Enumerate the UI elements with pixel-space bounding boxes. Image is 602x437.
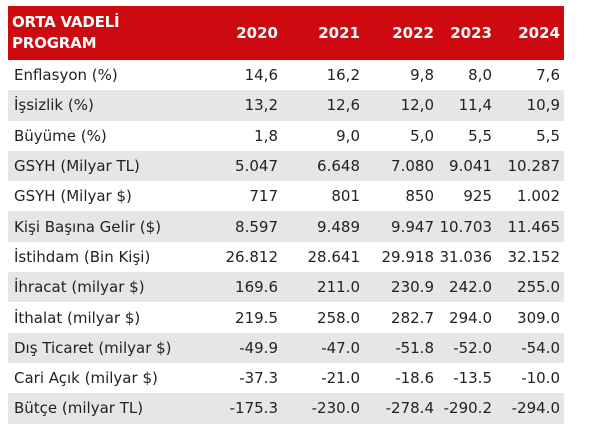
cell-value: 801 xyxy=(331,187,360,206)
cell-value: 10,9 xyxy=(526,96,560,115)
table-row: GSYH (Milyar TL) 5.047 6.648 7.080 9.041… xyxy=(8,150,564,182)
program-table-container: ORTA VADELİ PROGRAM 2020 2021 2022 2023 … xyxy=(8,6,564,424)
cell-value: -52.0 xyxy=(453,338,492,357)
cell-value: 5,5 xyxy=(468,126,492,145)
cell-value: 5,5 xyxy=(536,126,560,145)
cell-value: 10.287 xyxy=(507,157,561,176)
cell-value: 5,0 xyxy=(410,126,434,145)
row-label: İstihdam (Bin Kişi) xyxy=(14,247,151,266)
cell-value: 7,6 xyxy=(536,66,560,85)
cell-value: -278.4 xyxy=(385,399,434,418)
cell-value: -10.0 xyxy=(521,369,560,388)
table-row: İstihdam (Bin Kişi) 26.812 28.641 29.918… xyxy=(8,241,564,273)
table-row: Bütçe (milyar TL) -175.3 -230.0 -278.4 -… xyxy=(8,393,564,424)
cell-value: -230.0 xyxy=(311,399,360,418)
cell-value: 850 xyxy=(405,187,434,206)
table-row: İhracat (milyar $) 169.6 211.0 230.9 242… xyxy=(8,272,564,303)
cell-value: 12,6 xyxy=(326,96,360,115)
table-row: Kişi Başına Gelir ($) 8.597 9.489 9.947 … xyxy=(8,211,564,242)
cell-value: 31.036 xyxy=(439,247,493,266)
row-label: Dış Ticaret (milyar $) xyxy=(14,338,172,357)
header-year-2024: 2024 xyxy=(518,24,560,42)
cell-value: -18.6 xyxy=(395,369,434,388)
cell-value: -175.3 xyxy=(229,399,278,418)
row-label: Cari Açık (milyar $) xyxy=(14,369,158,388)
cell-value: -37.3 xyxy=(239,369,278,388)
cell-value: 12,0 xyxy=(400,96,434,115)
row-label: İthalat (milyar $) xyxy=(14,308,141,327)
row-label: Büyüme (%) xyxy=(14,126,107,145)
cell-value: -49.9 xyxy=(239,338,278,357)
cell-value: -294.0 xyxy=(511,399,560,418)
row-label: GSYH (Milyar TL) xyxy=(14,157,140,176)
header-label-line1: ORTA VADELİ xyxy=(12,13,120,31)
cell-value: -290.2 xyxy=(443,399,492,418)
row-label: Bütçe (milyar TL) xyxy=(14,399,144,418)
cell-value: 258.0 xyxy=(317,308,360,327)
cell-value: 242.0 xyxy=(449,278,492,297)
cell-value: 211.0 xyxy=(317,278,360,297)
cell-value: 9.947 xyxy=(391,217,434,236)
table-row: Dış Ticaret (milyar $) -49.9 -47.0 -51.8… xyxy=(8,332,564,363)
row-label: İşsizlik (%) xyxy=(14,96,94,115)
table-row: Enflasyon (%) 14,6 16,2 9,8 8,0 7,6 xyxy=(8,60,564,91)
cell-value: -13.5 xyxy=(453,369,492,388)
table-row: GSYH (Milyar $) 717 801 850 925 1.002 xyxy=(8,181,564,212)
cell-value: 14,6 xyxy=(244,66,278,85)
cell-value: 16,2 xyxy=(326,66,360,85)
cell-value: 1,8 xyxy=(254,126,278,145)
cell-value: -51.8 xyxy=(395,338,434,357)
cell-value: 294.0 xyxy=(449,308,492,327)
cell-value: 9,8 xyxy=(410,66,434,85)
header-year-2020: 2020 xyxy=(236,24,278,42)
table-body: Enflasyon (%) 14,6 16,2 9,8 8,0 7,6 İşsi… xyxy=(8,60,564,424)
cell-value: 7.080 xyxy=(391,157,434,176)
row-label: GSYH (Milyar $) xyxy=(14,187,132,206)
cell-value: 282.7 xyxy=(391,308,434,327)
header-label: ORTA VADELİ PROGRAM xyxy=(8,6,204,60)
row-label: İhracat (milyar $) xyxy=(14,278,145,297)
cell-value: 11.465 xyxy=(507,217,561,236)
table-row: İşsizlik (%) 13,2 12,6 12,0 11,4 10,9 xyxy=(8,90,564,121)
cell-value: -47.0 xyxy=(321,338,360,357)
cell-value: 230.9 xyxy=(391,278,434,297)
cell-value: 1.002 xyxy=(517,187,560,206)
cell-value: 11,4 xyxy=(458,96,492,115)
cell-value: 8.597 xyxy=(235,217,278,236)
cell-value: -21.0 xyxy=(321,369,360,388)
cell-value: 5.047 xyxy=(235,157,278,176)
row-label: Kişi Başına Gelir ($) xyxy=(14,217,162,236)
row-label: Enflasyon (%) xyxy=(14,66,118,85)
cell-value: 925 xyxy=(463,187,492,206)
cell-value: 219.5 xyxy=(235,308,278,327)
header-label-line2: PROGRAM xyxy=(12,34,97,52)
cell-value: 309.0 xyxy=(517,308,560,327)
cell-value: 9.041 xyxy=(449,157,492,176)
cell-value: -54.0 xyxy=(521,338,560,357)
cell-value: 8,0 xyxy=(468,66,492,85)
cell-value: 29.918 xyxy=(381,247,435,266)
cell-value: 169.6 xyxy=(235,278,278,297)
header-year-2023: 2023 xyxy=(450,24,492,42)
cell-value: 10.703 xyxy=(439,217,493,236)
table-row: Cari Açık (milyar $) -37.3 -21.0 -18.6 -… xyxy=(8,362,564,394)
medium-term-program-table: ORTA VADELİ PROGRAM 2020 2021 2022 2023 … xyxy=(8,6,564,424)
header-year-2022: 2022 xyxy=(392,24,434,42)
table-row: İthalat (milyar $) 219.5 258.0 282.7 294… xyxy=(8,302,564,333)
cell-value: 717 xyxy=(249,187,278,206)
header-year-2021: 2021 xyxy=(318,24,360,42)
cell-value: 9.489 xyxy=(317,217,360,236)
table-row: Büyüme (%) 1,8 9,0 5,0 5,5 5,5 xyxy=(8,120,564,151)
header-row: ORTA VADELİ PROGRAM 2020 2021 2022 2023 … xyxy=(8,6,564,60)
cell-value: 26.812 xyxy=(225,247,279,266)
cell-value: 32.152 xyxy=(507,247,561,266)
cell-value: 28.641 xyxy=(307,247,361,266)
cell-value: 9,0 xyxy=(336,126,360,145)
table-header: ORTA VADELİ PROGRAM 2020 2021 2022 2023 … xyxy=(8,6,564,60)
cell-value: 6.648 xyxy=(317,157,360,176)
cell-value: 13,2 xyxy=(244,96,278,115)
cell-value: 255.0 xyxy=(517,278,560,297)
